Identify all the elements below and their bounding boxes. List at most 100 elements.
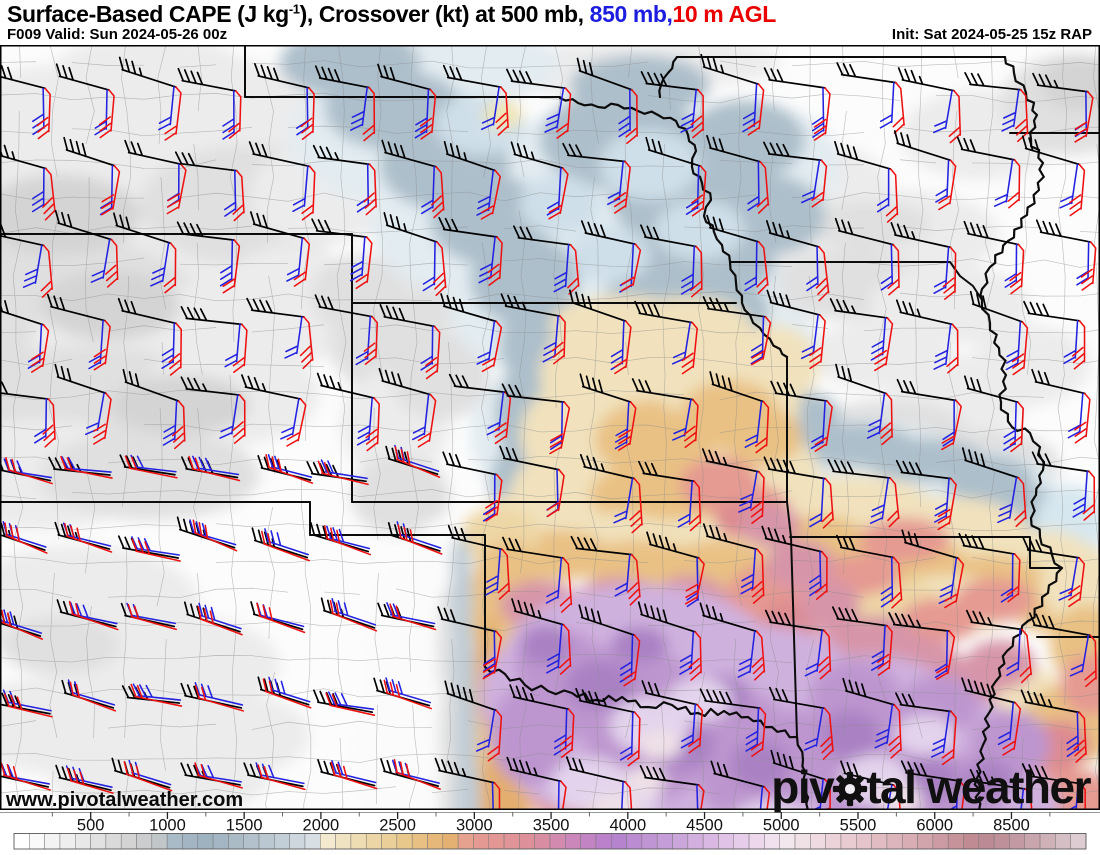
wind-barb-station (0, 300, 50, 373)
wind-barb-station (180, 762, 243, 789)
colorbar-cell (197, 833, 214, 850)
wind-barb-station (1031, 451, 1096, 521)
wind-barb-station (766, 289, 826, 370)
colorbar-cell (243, 833, 260, 850)
wind-barb-station (506, 68, 572, 139)
watermark-url: www.pivotalweather.com (6, 789, 244, 811)
wind-barb-station (827, 458, 900, 528)
wind-barb-station (829, 298, 894, 372)
wind-barb-station (641, 680, 704, 754)
colorbar-cell (1039, 833, 1056, 850)
colorbar-cell (289, 833, 306, 850)
colorbar-cell (1070, 833, 1087, 850)
colorbar-tick-label: 8500 (993, 817, 1030, 835)
wind-barb-station (317, 759, 378, 790)
wind-barb-station (901, 529, 965, 609)
colorbar-cell (442, 833, 459, 850)
colorbar-cell (274, 833, 290, 850)
colorbar-cell (90, 833, 107, 850)
wind-barb-station (1035, 219, 1097, 291)
wind-barb-station (437, 606, 503, 680)
wind-barb-station (1023, 300, 1086, 370)
wind-barb-station (55, 764, 114, 794)
colorbar-cell (580, 833, 597, 850)
wind-barb-station (834, 140, 899, 223)
colorbar-cell (641, 833, 658, 850)
wind-barb-station (702, 296, 772, 366)
wind-barb-station (764, 609, 832, 680)
colorbar-cell (1024, 833, 1041, 850)
colorbar-cell (396, 833, 413, 850)
map-area[interactable]: www.pivotalweather.com piv tal weather (0, 45, 1100, 811)
wind-barb-station (0, 64, 51, 140)
colorbar-cell (626, 833, 643, 850)
wind-barb-station (56, 599, 119, 631)
wind-barb-station (640, 71, 704, 139)
wind-barb-station (174, 151, 245, 222)
wind-barb-station (111, 757, 173, 792)
wind-barb-station (177, 67, 242, 140)
colorbar-cell (993, 833, 1010, 850)
colorbar-canvas: 500 1000 1500 2000 2500 3000 3500 4000 4500 5000 5… (0, 812, 1100, 850)
wind-barb-station (438, 216, 503, 286)
colorbar-tick-label: 6000 (916, 817, 953, 835)
wind-barb-station (834, 217, 900, 296)
colorbar-cell (350, 833, 367, 850)
wind-barb-station (377, 602, 437, 631)
wind-barb-station (176, 221, 241, 294)
wind-barb-station (570, 535, 641, 606)
wind-barb-station (434, 757, 501, 810)
wind-barb-station (314, 65, 376, 142)
wind-barb-station (54, 363, 112, 445)
wind-barb-station (117, 535, 181, 562)
wind-barb-station (440, 293, 503, 373)
wind-barb-station (565, 756, 633, 810)
wind-barb-station (963, 220, 1025, 295)
wind-barb-station (248, 141, 316, 221)
colorbar-cell (718, 833, 735, 850)
wind-barb-station (443, 140, 502, 220)
colorbar-cell (228, 833, 244, 850)
wind-barb-station (378, 367, 437, 448)
colorbar-cell (365, 833, 382, 850)
wind-barb-station (700, 53, 765, 136)
colorbar-cell (687, 833, 704, 850)
wind-barb-station (900, 760, 966, 810)
wind-barb-station (836, 534, 903, 609)
wind-barb-station (579, 453, 643, 534)
wind-barb-station (243, 762, 306, 791)
wind-barb-station (509, 684, 575, 758)
wind-barb-station (380, 758, 441, 790)
title-after: ), Crossover (kt) at 500 mb, (299, 1, 590, 27)
colorbar-cell (105, 833, 122, 850)
wind-barb-station (969, 290, 1029, 376)
colorbar-cell (871, 833, 888, 850)
colorbar-cell (611, 833, 627, 850)
wind-barb-station (0, 609, 44, 640)
colorbar-tick-label: 1500 (226, 817, 263, 835)
wind-barb-station (63, 136, 121, 216)
wind-barb-station (379, 304, 441, 380)
wind-barb-station (763, 456, 834, 529)
wind-barb-station (770, 380, 833, 452)
colorbar-cell (825, 833, 842, 850)
map-canvas[interactable] (0, 45, 1100, 810)
wind-barb-station (124, 139, 187, 215)
wind-barb-station (61, 679, 117, 712)
wind-barb-station (706, 214, 769, 294)
wind-barb-station (1022, 537, 1086, 608)
wind-barb-station (180, 376, 246, 444)
colorbar-cell (856, 833, 872, 850)
wind-barb-station (963, 375, 1024, 453)
cape-fill-layer (0, 45, 1100, 810)
wind-barb-station (383, 212, 447, 297)
wind-barb-station (578, 604, 641, 687)
wind-barb-station (511, 598, 572, 675)
wind-barb-station (510, 141, 569, 220)
colorbar-cell (335, 833, 352, 850)
wind-barb-station (709, 371, 770, 454)
colorbar-tick-label: 5000 (763, 817, 800, 835)
wind-barb-station (381, 139, 445, 219)
wind-barb-station (54, 521, 113, 553)
wind-barb-station (1020, 689, 1087, 763)
